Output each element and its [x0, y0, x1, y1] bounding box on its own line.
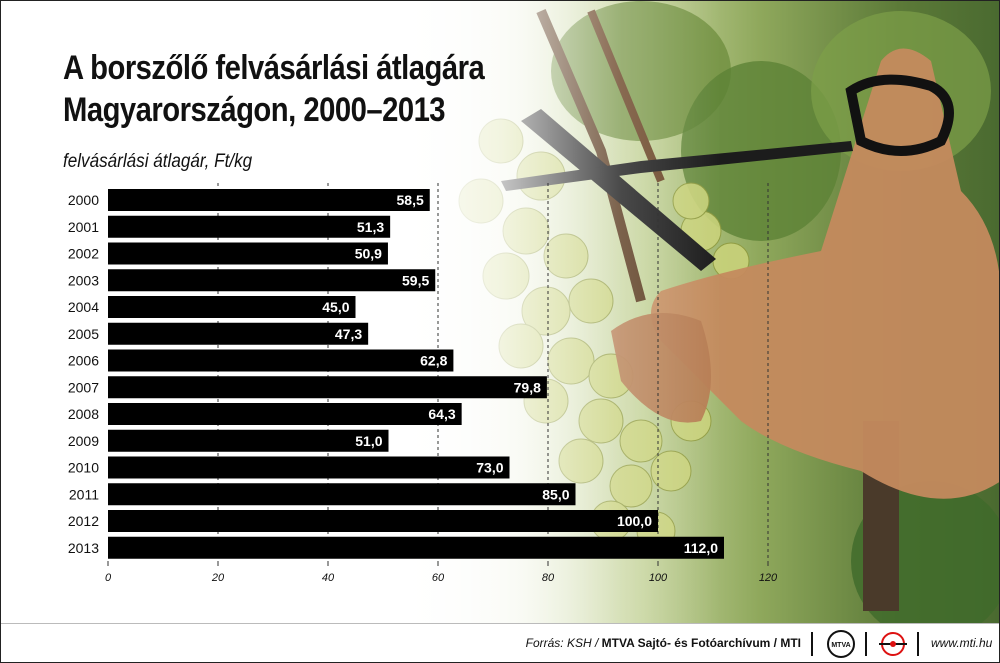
- x-tick-label: 60: [432, 572, 445, 584]
- data-label: 64,3: [428, 406, 455, 422]
- category-label: 2007: [68, 379, 99, 395]
- title-line-2: Magyarországon, 2000–2013: [63, 91, 446, 129]
- bar: [108, 536, 724, 559]
- category-labels: 2000 2001 2002 2003 2004 2005 2006 2007 2008 2009…: [68, 192, 99, 556]
- data-label: 47,3: [335, 326, 362, 342]
- category-label: 2000: [68, 192, 99, 208]
- bar: [108, 189, 430, 211]
- data-label: 58,5: [397, 192, 424, 208]
- source-credit: Forrás: KSH / MTVA Sajtó- és Fotóarchívu…: [526, 636, 801, 650]
- mti-logo: [879, 632, 907, 656]
- data-label: 45,0: [322, 299, 349, 315]
- x-tick-label: 80: [542, 572, 555, 584]
- data-label: 51,3: [357, 219, 384, 235]
- source-org: MTVA Sajtó- és Fotóarchívum / MTI: [601, 636, 801, 650]
- category-label: 2002: [68, 246, 99, 262]
- x-axis: 0 20 40 60 80 100 120: [105, 561, 778, 584]
- website-link[interactable]: www.mti.hu: [931, 636, 993, 650]
- bar: [108, 456, 510, 479]
- bar: [108, 215, 391, 238]
- category-label: 2001: [68, 219, 99, 235]
- data-label: 112,0: [684, 540, 718, 556]
- data-label: 59,5: [402, 272, 429, 288]
- category-label: 2006: [68, 353, 99, 369]
- category-label: 2003: [68, 272, 99, 288]
- bar: [108, 296, 356, 318]
- bar: [108, 403, 462, 425]
- data-label: 50,9: [355, 246, 382, 262]
- separator: [811, 632, 813, 656]
- mtva-logo: MTVA: [827, 630, 855, 658]
- data-label: 85,0: [542, 486, 569, 502]
- source-prefix: Forrás: KSH /: [525, 636, 602, 650]
- y-axis-label: felvásárlási átlagár, Ft/kg: [63, 151, 253, 172]
- category-label: 2010: [68, 460, 99, 476]
- category-label: 2008: [68, 406, 99, 422]
- category-label: 2012: [68, 513, 99, 529]
- bar: [108, 429, 389, 452]
- footer: Forrás: KSH / MTVA Sajtó- és Fotóarchívu…: [1, 623, 999, 662]
- category-label: 2009: [68, 433, 99, 449]
- separator: [917, 632, 919, 656]
- category-label: 2011: [69, 486, 99, 502]
- bar: [108, 376, 547, 399]
- data-label: 62,8: [420, 353, 447, 369]
- x-tick-label: 20: [211, 572, 225, 584]
- data-label: 79,8: [514, 379, 541, 395]
- bar: [108, 349, 454, 372]
- bar: [108, 510, 658, 532]
- title-line-1: A borszőlő felvásárlási átlagára: [63, 49, 485, 87]
- category-label: 2004: [68, 299, 99, 315]
- bar: [108, 483, 576, 506]
- x-tick-label: 120: [759, 572, 778, 584]
- bar: [108, 322, 369, 345]
- separator: [865, 632, 867, 656]
- data-label: 100,0: [617, 513, 652, 529]
- data-label: 51,0: [355, 433, 382, 449]
- category-label: 2013: [68, 540, 99, 556]
- chart-title: A borszőlő felvásárlási átlagára Magyaro…: [63, 47, 485, 131]
- mtva-logo-text: MTVA: [831, 642, 850, 649]
- category-label: 2005: [68, 326, 99, 342]
- bar: [108, 269, 436, 292]
- data-label: 73,0: [476, 460, 503, 476]
- x-tick-label: 0: [105, 572, 112, 584]
- bar: [108, 242, 388, 265]
- x-tick-label: 100: [649, 572, 668, 584]
- x-tick-label: 40: [322, 572, 335, 584]
- bars: 58,5 51,3 50,9 59,5 45,0 47,3 62,8 79,8 64,3 51,0…: [108, 189, 724, 559]
